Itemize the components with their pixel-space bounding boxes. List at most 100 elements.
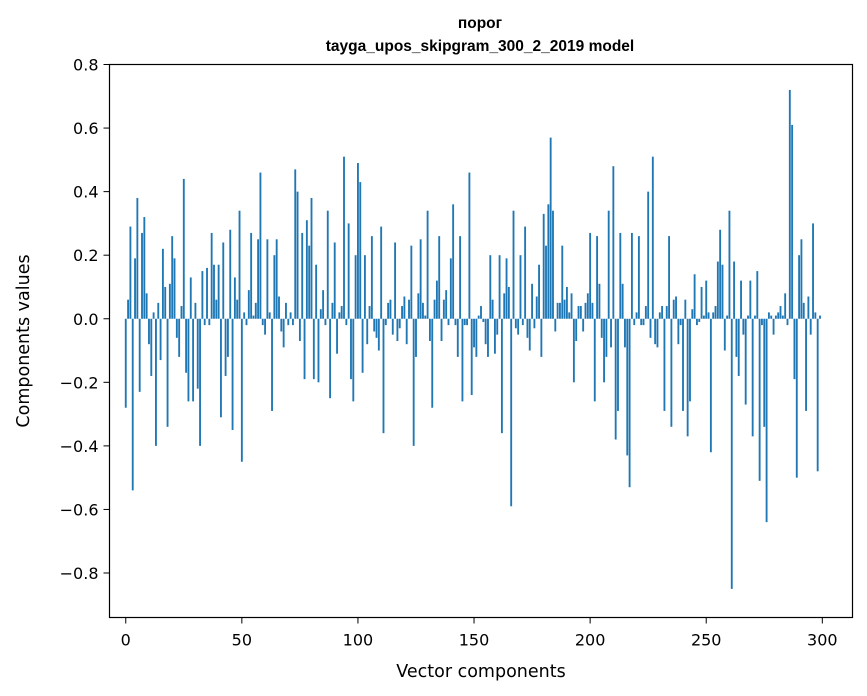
bar-160 [496, 318, 499, 335]
bar-237 [675, 296, 677, 319]
bar-129 [424, 315, 427, 319]
bar-57 [257, 239, 260, 319]
bar-29 [192, 318, 195, 402]
bar-61 [266, 239, 269, 319]
bar-85 [322, 290, 325, 319]
y-tick-label: −0.6 [60, 500, 99, 519]
bar-251 [707, 312, 710, 319]
bar-198 [584, 302, 587, 319]
bar-84 [319, 309, 322, 319]
bar-148 [468, 172, 471, 319]
bar-293 [805, 318, 807, 411]
bar-177 [535, 296, 538, 319]
bar-223 [642, 318, 645, 326]
bar-109 [377, 318, 380, 351]
bar-283 [781, 315, 784, 319]
bar-241 [684, 299, 687, 319]
bar-208 [607, 210, 610, 319]
x-tick-label: 300 [807, 631, 838, 650]
bar-98 [352, 318, 355, 402]
bar-70 [287, 318, 290, 326]
bar-23 [178, 318, 181, 357]
x-tick-label: 0 [121, 631, 131, 650]
bar-127 [419, 239, 422, 319]
bar-232 [663, 318, 666, 411]
bar-246 [696, 318, 698, 326]
bar-95 [345, 318, 348, 326]
x-tick-label: 250 [691, 631, 722, 650]
bar-81 [312, 318, 315, 380]
bar-240 [682, 318, 684, 411]
bar-289 [795, 318, 798, 478]
bar-52 [245, 318, 248, 326]
y-axis-ticks: 0.8 0.6 0.4 0.2 0.0 −0.2 −0.4 −0.6 −0.8 [60, 56, 110, 583]
bar-188 [561, 245, 564, 319]
bar-281 [777, 312, 780, 319]
bar-157 [489, 255, 492, 319]
bar-77 [303, 318, 306, 380]
bar-2 [129, 226, 132, 319]
bar-67 [280, 318, 283, 332]
bar-247 [698, 318, 701, 322]
bar-230 [658, 312, 661, 319]
bar-131 [428, 318, 431, 341]
bar-183 [549, 137, 552, 319]
bar-118 [398, 318, 401, 329]
bar-201 [591, 302, 594, 319]
bar-191 [568, 312, 571, 319]
bar-45 [229, 229, 232, 319]
bar-146 [463, 318, 466, 326]
bar-26 [185, 318, 188, 373]
bar-176 [533, 318, 536, 329]
bar-138 [445, 290, 448, 319]
bar-252 [709, 318, 712, 453]
bar-20 [171, 236, 174, 319]
bar-110 [380, 226, 383, 319]
bar-31 [196, 318, 199, 389]
bar-76 [301, 232, 304, 319]
bar-10 [148, 318, 150, 345]
bar-112 [384, 318, 387, 326]
bar-59 [261, 318, 264, 326]
bar-34 [203, 318, 206, 326]
bar-196 [579, 306, 582, 319]
bar-275 [763, 318, 766, 427]
bar-44 [226, 318, 229, 357]
bar-89 [331, 302, 334, 319]
bar-271 [754, 315, 756, 319]
bar-280 [774, 315, 777, 319]
bar-90 [333, 242, 336, 319]
bar-279 [772, 318, 775, 335]
bar-41 [220, 318, 222, 418]
bar-272 [756, 271, 759, 319]
bar-174 [528, 318, 531, 351]
bar-79 [308, 245, 311, 319]
bar-222 [640, 318, 643, 326]
bar-179 [540, 318, 543, 357]
bar-161 [498, 255, 501, 319]
bar-210 [612, 166, 615, 319]
bar-175 [531, 283, 534, 319]
x-tick-label: 100 [343, 631, 374, 650]
bar-72 [292, 318, 294, 326]
bar-91 [336, 318, 338, 354]
bar-0 [124, 318, 127, 408]
bar-258 [723, 318, 726, 351]
bar-63 [271, 318, 273, 411]
bar-37 [210, 232, 213, 319]
bar-58 [259, 172, 262, 319]
bar-156 [487, 318, 489, 357]
bar-43 [224, 318, 227, 376]
bar-165 [507, 286, 510, 319]
bar-225 [647, 191, 650, 319]
x-tick-label: 200 [575, 631, 606, 650]
bar-200 [589, 232, 592, 319]
bar-35 [206, 267, 208, 319]
bar-5 [136, 197, 139, 319]
bar-71 [289, 312, 292, 319]
bar-7 [141, 232, 143, 319]
bar-254 [714, 306, 717, 319]
bar-202 [593, 318, 596, 402]
bar-180 [542, 213, 545, 319]
bar-15 [159, 318, 162, 361]
